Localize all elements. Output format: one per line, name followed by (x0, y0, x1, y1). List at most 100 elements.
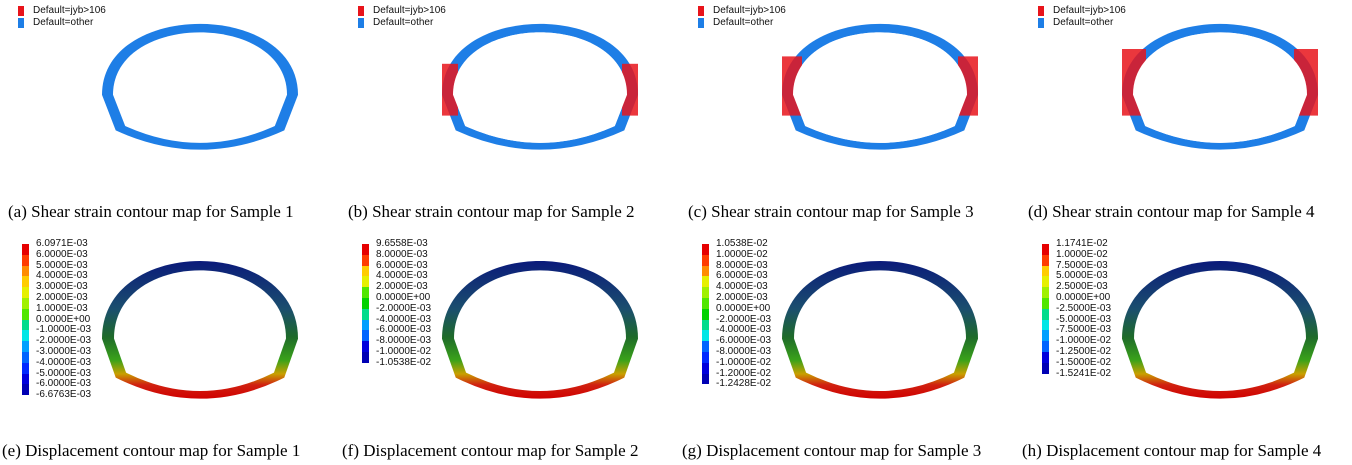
colorbar-label: -1.2000E-02 (716, 367, 772, 379)
legend-label: Default=jyb>106 (33, 5, 106, 16)
ring-opening (114, 270, 286, 392)
colorbar-label: -1.2500E-02 (1056, 345, 1112, 357)
shear-caption-1: (a) Shear strain contour map for Sample … (8, 202, 294, 221)
colorbar-label: -2.0000E-03 (376, 302, 432, 314)
colorbar-segment (22, 330, 29, 342)
colorbar (362, 244, 369, 363)
colorbar-label: -2.0000E-03 (36, 335, 92, 347)
legend-label: Default=other (33, 17, 94, 28)
colorbar-segment (1042, 244, 1049, 255)
colorbar-label: 2.0000E-03 (716, 291, 768, 303)
colorbar-segment (702, 319, 709, 331)
colorbar-segment (22, 265, 29, 277)
shear-caption-3: (c) Shear strain contour map for Sample … (688, 202, 974, 221)
colorbar-segment (22, 341, 29, 352)
colorbar-label: 7.5000E-03 (1056, 259, 1108, 271)
legend-label: Default=jyb>106 (1053, 5, 1126, 16)
shear-ring-4 (1122, 23, 1318, 150)
colorbar-labels: 1.1741E-02 1.0000E-02 7.5000E-03 5.0000E-03… (1056, 238, 1112, 379)
colorbar-segment (22, 362, 29, 374)
shear-legend-item: Default=other (1038, 18, 1113, 28)
colorbar-label: -1.2428E-02 (716, 378, 772, 390)
colorbar-segment (362, 341, 369, 352)
colorbar-label: -5.0000E-03 (36, 367, 92, 379)
legend-label: Default=jyb>106 (713, 5, 786, 16)
colorbar-segment (22, 373, 29, 385)
colorbar-label: 9.6558E-03 (376, 238, 428, 249)
shear-caption-2: (b) Shear strain contour map for Sample … (348, 202, 635, 221)
displacement-caption-3: (g) Displacement contour map for Sample … (682, 441, 982, 460)
colorbar-segment (1042, 287, 1049, 298)
ring-opening-mask (1133, 32, 1307, 143)
colorbar-label: 1.0538E-02 (716, 238, 768, 249)
colorbar-label: 2.5000E-03 (1056, 281, 1108, 293)
colorbar-segment (1042, 341, 1049, 352)
shear-legend-item: Default=other (698, 18, 773, 28)
colorbar-label: 0.0000E+00 (36, 313, 91, 325)
high-strain-zone (442, 63, 458, 116)
colorbar-label: -6.0000E-03 (716, 335, 772, 347)
colorbar-label: 5.0000E-03 (1056, 270, 1108, 282)
colorbar-segment (22, 254, 29, 266)
displacement-caption-1: (e) Displacement contour map for Sample … (2, 441, 301, 460)
displacement-ring-1 (102, 260, 298, 399)
colorbar-label: 8.0000E-03 (376, 248, 428, 260)
colorbar-segment (1042, 362, 1049, 374)
colorbar-segment (702, 330, 709, 342)
legend-swatch (18, 18, 24, 28)
shear-caption-4: (d) Shear strain contour map for Sample … (1028, 202, 1315, 221)
colorbar-segment (702, 265, 709, 277)
colorbar (1042, 244, 1049, 374)
displacement-caption-4: (h) Displacement contour map for Sample … (1022, 441, 1322, 460)
colorbar-segment (1042, 351, 1049, 363)
colorbar-segment (702, 373, 709, 385)
colorbar-segment (22, 384, 29, 396)
colorbar-label: 0.0000E+00 (376, 291, 431, 303)
ring-opening-mask (793, 32, 967, 143)
legend-swatch (358, 6, 364, 16)
colorbar-segment (702, 287, 709, 298)
colorbar-label: -6.0000E-03 (36, 378, 92, 390)
displacement-ring-2 (442, 260, 638, 399)
colorbar-segment (1042, 254, 1049, 266)
shear-legend-item: Default=jyb>106 (1038, 6, 1126, 16)
colorbar-labels: 6.0971E-03 6.0000E-03 5.0000E-03 4.0000E-03… (36, 238, 92, 401)
colorbar-label: -1.0000E-02 (376, 345, 432, 357)
colorbar-label: -1.5241E-02 (1056, 367, 1112, 379)
colorbar-label: 6.0000E-03 (716, 270, 768, 282)
colorbar-label: -1.0000E-02 (1056, 335, 1112, 347)
shear-ring-3 (782, 23, 978, 150)
colorbar-segment (362, 287, 369, 298)
colorbar-segment (362, 265, 369, 277)
colorbar-label: 5.0000E-03 (36, 259, 88, 271)
legend-swatch (698, 18, 704, 28)
legend-swatch (698, 6, 704, 16)
colorbar-segment (22, 308, 29, 320)
colorbar-segment (362, 276, 369, 288)
colorbar-label: -5.0000E-03 (1056, 313, 1112, 325)
legend-swatch (1038, 6, 1044, 16)
ring-opening (1134, 270, 1306, 392)
colorbar-label: -2.5000E-03 (1056, 302, 1112, 314)
colorbar-label: -8.0000E-03 (376, 335, 432, 347)
colorbar-label: -3.0000E-03 (36, 345, 92, 357)
ring-opening (794, 270, 966, 392)
colorbar-segment (702, 276, 709, 288)
colorbar-segment (702, 341, 709, 352)
colorbar-segment (702, 297, 709, 309)
colorbar-labels: 1.0538E-02 1.0000E-02 8.0000E-03 6.0000E-03… (716, 238, 772, 390)
colorbar-segment (22, 351, 29, 363)
colorbar-segment (22, 287, 29, 298)
shear-legend-item: Default=other (358, 18, 433, 28)
colorbar-label: 4.0000E-03 (376, 270, 428, 282)
colorbar-label: 1.1741E-02 (1056, 238, 1108, 249)
legend-label: Default=other (713, 17, 774, 28)
legend-label: Default=other (373, 17, 434, 28)
colorbar-segment (1042, 265, 1049, 277)
shear-legend-item: Default=jyb>106 (358, 6, 446, 16)
ring-opening-mask (453, 32, 627, 143)
colorbar-segment (1042, 330, 1049, 342)
colorbar-label: -7.5000E-03 (1056, 324, 1112, 336)
colorbar-segment (362, 254, 369, 266)
colorbar-segment (22, 276, 29, 288)
